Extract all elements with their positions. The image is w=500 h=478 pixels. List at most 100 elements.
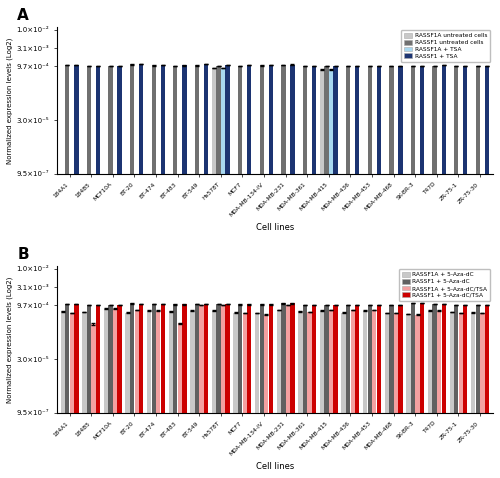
Bar [281, 65, 285, 478]
Bar [113, 308, 117, 478]
Bar [130, 65, 134, 478]
Bar [376, 304, 381, 478]
Bar [204, 65, 208, 478]
Bar [200, 305, 203, 478]
Bar [342, 313, 346, 478]
Bar [96, 305, 100, 478]
Bar [182, 304, 186, 478]
Bar [308, 312, 312, 478]
Bar [264, 315, 268, 478]
Bar [195, 65, 199, 478]
Bar [320, 311, 324, 478]
Bar [324, 305, 328, 478]
Bar [303, 305, 307, 478]
Bar [442, 65, 446, 478]
Bar [226, 304, 230, 478]
Bar [247, 65, 252, 478]
Bar [226, 65, 230, 478]
Bar [281, 304, 285, 478]
Y-axis label: Normalized expression levels (Log2): Normalized expression levels (Log2) [7, 276, 14, 402]
Bar [152, 65, 156, 478]
Bar [70, 313, 74, 478]
Bar [286, 305, 290, 478]
Bar [384, 313, 389, 478]
Bar [87, 66, 91, 478]
Bar [118, 66, 122, 478]
Bar [134, 310, 139, 478]
Bar [428, 311, 432, 478]
Bar [173, 304, 178, 478]
Bar [432, 304, 437, 478]
Bar [74, 304, 78, 478]
Bar [368, 304, 372, 478]
Bar [420, 65, 424, 478]
Bar [242, 313, 247, 478]
Bar [471, 313, 476, 478]
Bar [355, 66, 360, 478]
Bar [458, 313, 463, 478]
Bar [334, 305, 338, 478]
Bar [238, 304, 242, 478]
Bar [320, 69, 324, 478]
Bar [212, 68, 216, 478]
Bar [355, 304, 360, 478]
Bar [126, 313, 130, 478]
Bar [420, 304, 424, 478]
Bar [260, 65, 264, 478]
Bar [350, 310, 355, 478]
Bar [416, 315, 420, 478]
Bar [346, 304, 350, 478]
Bar [398, 304, 402, 478]
Bar [108, 66, 112, 478]
Bar [204, 304, 208, 478]
Bar [190, 311, 194, 478]
Bar [476, 305, 480, 478]
Bar [247, 304, 252, 478]
Bar [212, 311, 216, 478]
Bar [87, 305, 91, 478]
Bar [298, 311, 302, 478]
Bar [92, 324, 96, 478]
Bar [221, 305, 225, 478]
Bar [182, 65, 186, 478]
Bar [96, 66, 100, 478]
Bar [82, 312, 86, 478]
Bar [346, 66, 350, 478]
Bar [156, 311, 160, 478]
Bar [324, 66, 328, 478]
Bar [255, 313, 260, 478]
Bar [442, 304, 446, 478]
X-axis label: Cell lines: Cell lines [256, 462, 294, 471]
Bar [303, 66, 307, 478]
Bar [268, 304, 273, 478]
Bar [60, 311, 65, 478]
Bar [65, 65, 70, 478]
Bar [437, 311, 442, 478]
Bar [276, 310, 281, 478]
Bar [147, 311, 152, 478]
Bar [411, 65, 415, 478]
Bar [139, 65, 143, 478]
Bar [290, 304, 294, 478]
Bar [463, 305, 468, 478]
Bar [329, 69, 334, 478]
Bar [268, 65, 273, 478]
Bar [74, 65, 78, 478]
Text: B: B [18, 247, 29, 261]
Bar [484, 66, 489, 478]
Bar [65, 304, 70, 478]
Bar [463, 66, 468, 478]
Bar [368, 66, 372, 478]
Bar [312, 304, 316, 478]
Bar [376, 65, 381, 478]
Bar [406, 314, 410, 478]
Text: A: A [18, 8, 29, 22]
Bar [238, 65, 242, 478]
Bar [476, 66, 480, 478]
Bar [168, 311, 173, 478]
Bar [432, 66, 437, 478]
Bar [152, 304, 156, 478]
Bar [334, 65, 338, 478]
Bar [411, 304, 415, 478]
Bar [398, 65, 402, 478]
